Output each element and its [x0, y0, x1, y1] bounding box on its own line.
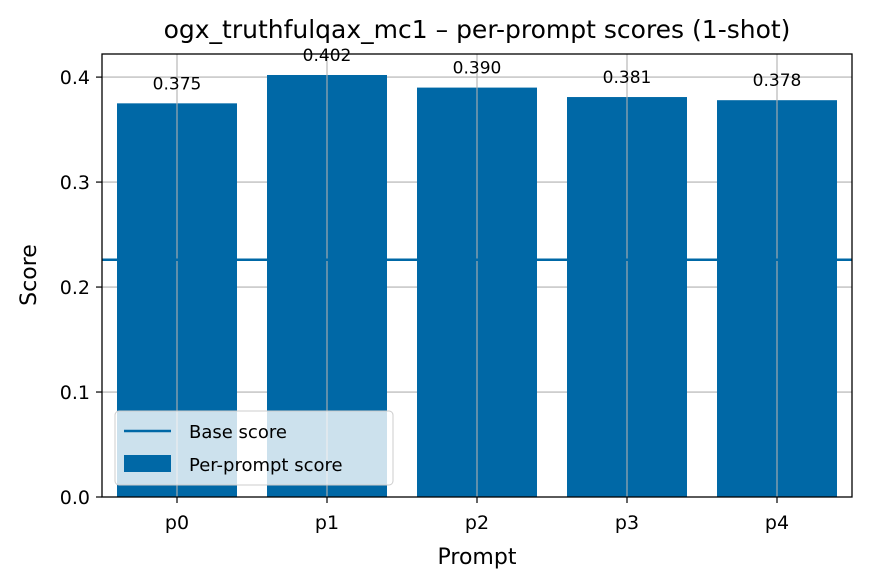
x-axis-label: Prompt	[438, 545, 517, 570]
x-tick-label: p4	[765, 512, 789, 534]
y-tick-label: 0.4	[60, 67, 90, 89]
bar-value-label: 0.390	[453, 59, 502, 79]
bar-value-label: 0.381	[603, 68, 652, 88]
bar-value-label: 0.375	[153, 74, 202, 94]
bar-value-label: 0.378	[753, 71, 802, 91]
x-tick-label: p1	[315, 512, 339, 534]
legend-base-score-label: Base score	[189, 422, 287, 443]
chart-title: ogx_truthfulqax_mc1 – per-prompt scores …	[164, 15, 791, 44]
legend-bar-swatch	[124, 455, 171, 472]
bar-value-label: 0.402	[303, 46, 352, 66]
legend-box	[114, 410, 394, 486]
y-tick-label: 0.0	[60, 487, 90, 509]
y-axis-label: Score	[17, 244, 42, 306]
x-tick-label: p0	[165, 512, 189, 534]
y-tick-label: 0.2	[60, 277, 90, 299]
x-tick-label: p2	[465, 512, 489, 534]
x-tick-label: p3	[615, 512, 639, 534]
y-tick-label: 0.3	[60, 172, 90, 194]
y-tick-label: 0.1	[60, 382, 90, 404]
legend-per-prompt-label: Per-prompt score	[189, 455, 343, 476]
legend: Base score Per-prompt score	[114, 410, 394, 486]
